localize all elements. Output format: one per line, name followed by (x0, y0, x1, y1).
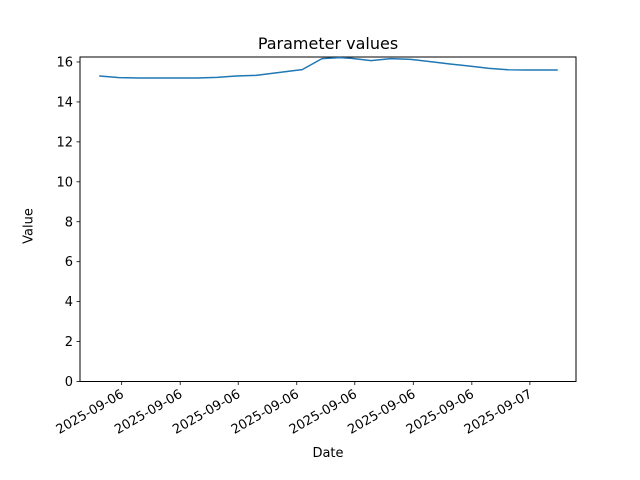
y-tick-label: 0 (65, 375, 73, 390)
y-tick-label: 14 (56, 95, 73, 110)
y-tick-label: 16 (56, 56, 73, 71)
y-tick-label: 10 (56, 175, 73, 190)
y-tick-label: 4 (65, 295, 73, 310)
y-tick-label: 6 (65, 255, 73, 270)
chart-title: Parameter values (257, 34, 399, 53)
plot-border (79, 56, 577, 382)
y-tick-label: 12 (56, 135, 73, 150)
series-line (99, 56, 558, 79)
y-tick-label: 2 (65, 335, 73, 350)
y-tick-label: 8 (65, 215, 73, 230)
x-axis-label: Date (312, 446, 344, 461)
